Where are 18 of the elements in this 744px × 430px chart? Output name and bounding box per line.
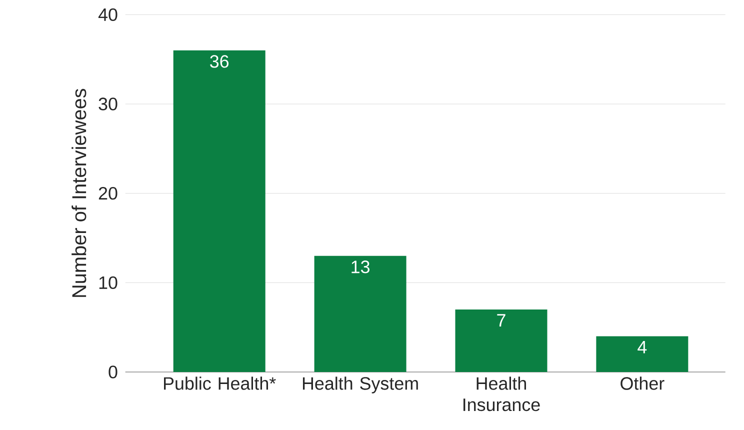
bar	[173, 50, 266, 372]
x-tick-label: Health Insurance	[464, 376, 540, 412]
y-tick-label: 30	[98, 98, 118, 110]
y-tick-label: 0	[108, 366, 118, 378]
x-tick-label: Other	[620, 376, 664, 390]
y-tick-label: 10	[99, 276, 118, 290]
x-tick-label: Public Health*	[164, 376, 276, 390]
bar	[455, 309, 548, 372]
bar	[314, 256, 406, 372]
y-tick-label: 20	[98, 186, 118, 200]
y-tick-label: 40	[98, 8, 118, 22]
data-label: 7	[497, 314, 506, 326]
x-tick-label: Health System	[302, 376, 418, 394]
bar	[596, 336, 688, 372]
y-axis-title: Number of Interviewees	[72, 88, 86, 297]
data-label: 13	[352, 260, 370, 274]
data-label: 36	[210, 55, 229, 68]
data-label: 4	[638, 340, 647, 354]
